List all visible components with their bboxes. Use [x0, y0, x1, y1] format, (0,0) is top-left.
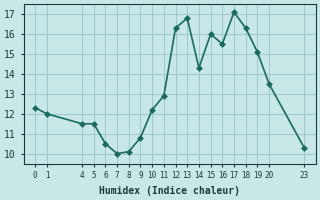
X-axis label: Humidex (Indice chaleur): Humidex (Indice chaleur): [99, 186, 240, 196]
